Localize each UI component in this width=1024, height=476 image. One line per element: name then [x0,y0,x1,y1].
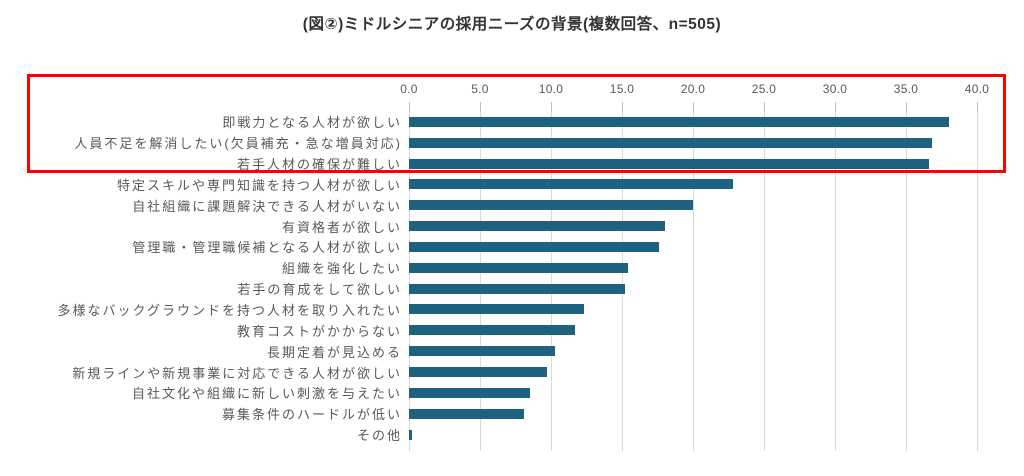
gridline [408,106,410,451]
category-label: その他 [356,428,402,444]
gridline [976,106,978,451]
bar-row: 募集条件のハードルが低い [0,403,1024,424]
bar [409,283,625,294]
category-label: 即戦力となる人材が欲しい [222,115,402,131]
bar-row: 有資格者が欲しい [0,216,1024,237]
bar [409,408,525,419]
axis-tick [763,102,765,112]
bar-row: 即戦力となる人材が欲しい [0,111,1024,132]
bar-row: 教育コストがかからない [0,320,1024,341]
category-label: 人員不足を解消したい(欠員補充・急な増員対応) [74,136,402,152]
gridline [834,106,836,451]
axis-tick [834,102,836,112]
category-label: 教育コストがかからない [236,323,402,339]
bar-row: 特定スキルや専門知識を持つ人材が欲しい [0,174,1024,195]
bar [409,116,949,127]
bar [409,137,932,148]
category-label: 新規ラインや新規事業に対応できる人材が欲しい [72,365,402,381]
bar-row: 長期定着が見込める [0,341,1024,362]
bar [409,304,584,315]
bar-row: 多様なバックグラウンドを持つ人材を取り入れたい [0,299,1024,320]
gridline [905,106,907,451]
axis-tick [905,102,907,112]
bar [409,325,576,336]
bar-row: 組織を強化したい [0,257,1024,278]
axis-tick [550,102,552,112]
gridline [550,106,552,451]
bar-row: 自社文化や組織に新しい刺激を与えたい [0,382,1024,403]
bar-row: 管理職・管理職候補となる人材が欲しい [0,237,1024,258]
bar-row: 自社組織に課題解決できる人材がいない [0,195,1024,216]
gridline [621,106,623,451]
x-axis-tick-label: 15.0 [609,82,635,96]
gridline [692,106,694,451]
category-label: 特定スキルや専門知識を持つ人材が欲しい [116,177,402,193]
bar [409,262,628,273]
x-axis-tick-label: 20.0 [680,82,706,96]
x-axis-tick-label: 0.0 [400,82,418,96]
axis-tick [479,102,481,112]
bar [409,221,665,232]
category-label: 若手人材の確保が難しい [236,157,402,173]
chart-title: (図②)ミドルシニアの採用ニーズの背景(複数回答、n=505) [302,16,722,33]
axis-tick [692,102,694,112]
bar [409,346,556,357]
bar [409,429,412,440]
x-axis-tick-label: 30.0 [822,82,848,96]
gridline [763,106,765,451]
category-label: 多様なバックグラウンドを持つ人材を取り入れたい [57,302,402,318]
category-label: 長期定着が見込める [266,344,402,360]
bar [409,158,929,169]
category-label: 自社組織に課題解決できる人材がいない [132,198,402,214]
category-label: 有資格者が欲しい [281,219,402,235]
x-axis-tick-label: 5.0 [471,82,489,96]
axis-tick [408,102,410,112]
x-axis-tick-label: 35.0 [893,82,919,96]
bar-row: 若手人材の確保が難しい [0,153,1024,174]
category-label: 募集条件のハードルが低い [221,407,402,423]
category-label: 組織を強化したい [281,261,402,277]
bar [409,241,659,252]
category-label: 管理職・管理職候補となる人材が欲しい [132,240,402,256]
category-label: 自社文化や組織に新しい刺激を与えたい [131,386,402,402]
axis-tick [621,102,623,112]
bar [409,179,733,190]
gridline [479,106,481,451]
category-label: 若手の育成をして欲しい [237,282,402,298]
bar [409,387,530,398]
axis-tick [976,102,978,112]
bar [409,367,547,378]
x-axis-tick-label: 25.0 [751,82,777,96]
bar-row: 人員不足を解消したい(欠員補充・急な増員対応) [0,132,1024,153]
bar-row: その他 [0,424,1024,445]
x-axis-tick-label: 40.0 [964,82,990,96]
bar-row: 新規ラインや新規事業に対応できる人材が欲しい [0,362,1024,383]
x-axis-tick-label: 10.0 [538,82,564,96]
bar [409,200,693,211]
bar-row: 若手の育成をして欲しい [0,278,1024,299]
